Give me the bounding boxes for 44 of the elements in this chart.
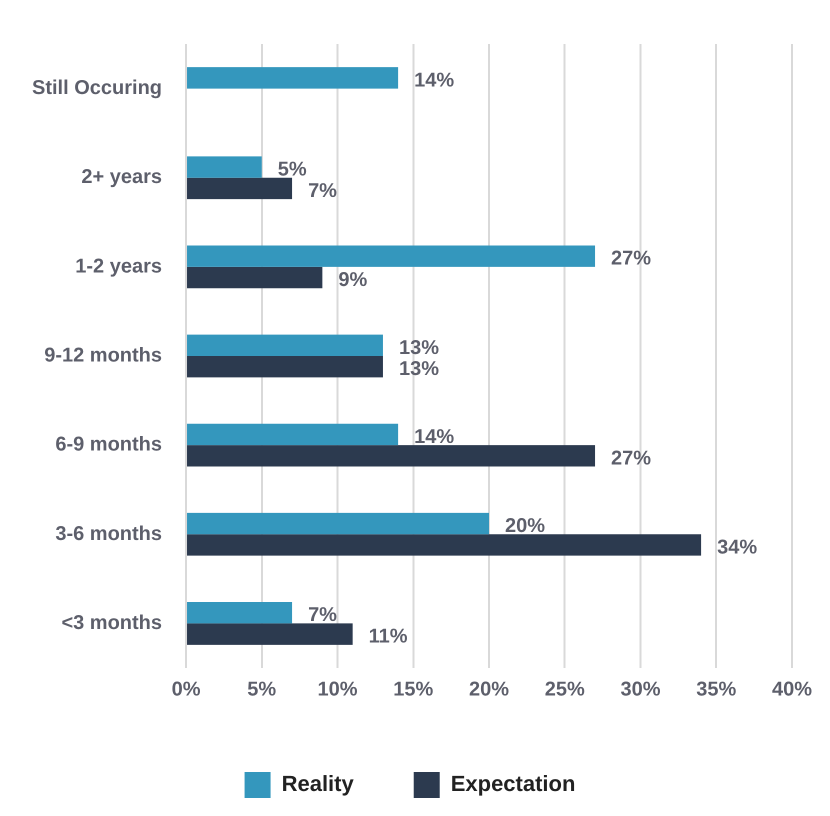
data-label: 7% [308,180,338,202]
legend-label: Reality [282,771,354,796]
data-label: 9% [338,269,368,292]
data-label: 20% [505,515,546,538]
bar [187,534,702,556]
bar [187,424,398,446]
x-tick-label: 35% [696,678,736,701]
y-tick-label: Still Occuring [32,77,162,100]
x-tick-label: 25% [544,678,585,701]
bar [187,623,353,645]
data-label: 7% [308,604,338,626]
bar [187,512,490,534]
x-tick-label: 30% [620,678,661,701]
bar [187,245,596,267]
data-label: 13% [398,358,440,380]
bar [187,67,398,89]
x-tick-label: 40% [772,678,812,701]
y-tick-label: 1-2 years [75,255,162,278]
bar [187,178,292,200]
legend-label: Expectation [450,771,576,796]
x-tick-label: 20% [468,678,510,701]
y-tick-label: 9-12 months [44,344,162,367]
x-tick-label: 10% [317,678,358,701]
y-tick-label: 2+ years [81,166,162,188]
y-tick-label: <3 months [61,612,162,634]
data-label: 27% [611,248,652,270]
x-tick-label: 0% [172,678,201,701]
bar [187,266,322,288]
data-label: 13% [398,336,440,359]
data-label: 14% [414,69,454,92]
data-label: 11% [368,626,408,648]
bar [187,334,383,356]
data-label: 14% [414,426,454,448]
bar [187,602,292,624]
data-label: 34% [717,536,758,558]
y-tick-label: 6-9 months [55,434,162,456]
bar [187,356,383,378]
y-tick-label: 3-6 months [55,522,162,545]
x-tick-label: 5% [247,678,276,701]
bar [187,445,596,467]
data-label: 5% [278,158,307,181]
data-label: 27% [611,447,652,470]
bar [187,156,262,178]
x-tick-label: 15% [393,678,434,701]
